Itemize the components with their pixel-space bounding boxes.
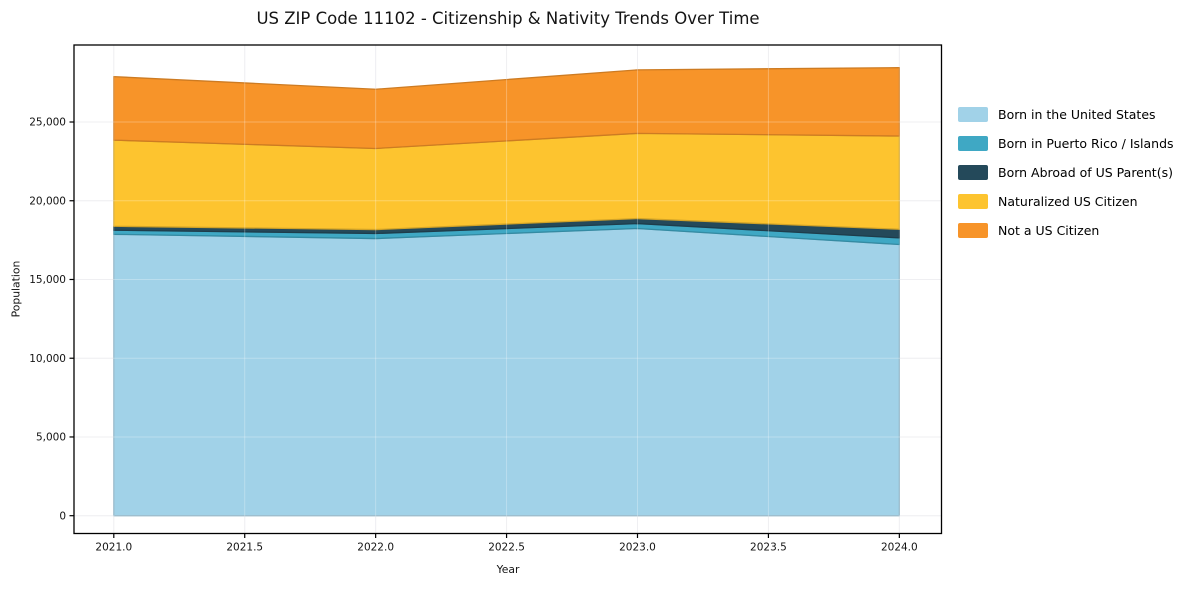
x-axis-label: Year — [496, 563, 520, 576]
legend: Born in the United States Born in Puerto … — [958, 107, 1174, 239]
x-tick-label: 2024.0 — [881, 542, 918, 554]
legend-label-born-in-puerto-rico-islands: Born in Puerto Rico / Islands — [998, 136, 1174, 152]
x-tick-label: 2023.5 — [750, 542, 787, 554]
legend-label-naturalized-us-citizen: Naturalized US Citizen — [998, 194, 1138, 210]
legend-swatch-born-in-the-united-states — [958, 107, 988, 123]
legend-swatch-naturalized-us-citizen — [958, 194, 988, 210]
legend-swatch-born-in-puerto-rico-islands — [958, 136, 988, 152]
y-tick-label: 0 — [59, 510, 66, 522]
legend-item-born-abroad-of-us-parent-s: Born Abroad of US Parent(s) — [958, 165, 1174, 181]
x-tick-label: 2021.5 — [226, 542, 263, 554]
y-tick-label: 15,000 — [29, 274, 66, 286]
x-tick-label: 2022.0 — [357, 542, 394, 554]
y-tick-label: 20,000 — [29, 195, 66, 207]
legend-swatch-not-a-us-citizen — [958, 223, 988, 239]
legend-item-not-a-us-citizen: Not a US Citizen — [958, 223, 1174, 239]
area-not-a-us-citizen — [113, 67, 900, 150]
legend-label-born-in-the-united-states: Born in the United States — [998, 107, 1156, 123]
y-tick-label: 25,000 — [29, 117, 66, 129]
legend-label-born-abroad-of-us-parent-s: Born Abroad of US Parent(s) — [998, 165, 1173, 181]
y-tick-label: 10,000 — [29, 353, 66, 365]
legend-swatch-born-abroad-of-us-parent-s — [958, 165, 988, 181]
plot-frame — [73, 44, 943, 535]
legend-item-born-in-puerto-rico-islands: Born in Puerto Rico / Islands — [958, 136, 1174, 152]
legend-item-naturalized-us-citizen: Naturalized US Citizen — [958, 194, 1174, 210]
x-tick-label: 2021.0 — [95, 542, 132, 554]
legend-label-not-a-us-citizen: Not a US Citizen — [998, 223, 1100, 239]
y-axis-label: Population — [9, 260, 23, 318]
y-tick-label: 5,000 — [36, 432, 66, 444]
x-tick-label: 2023.0 — [619, 542, 656, 554]
legend-item-born-in-the-united-states: Born in the United States — [958, 107, 1174, 123]
x-tick-label: 2022.5 — [488, 542, 525, 554]
chart-title: US ZIP Code 11102 - Citizenship & Nativi… — [256, 9, 760, 28]
